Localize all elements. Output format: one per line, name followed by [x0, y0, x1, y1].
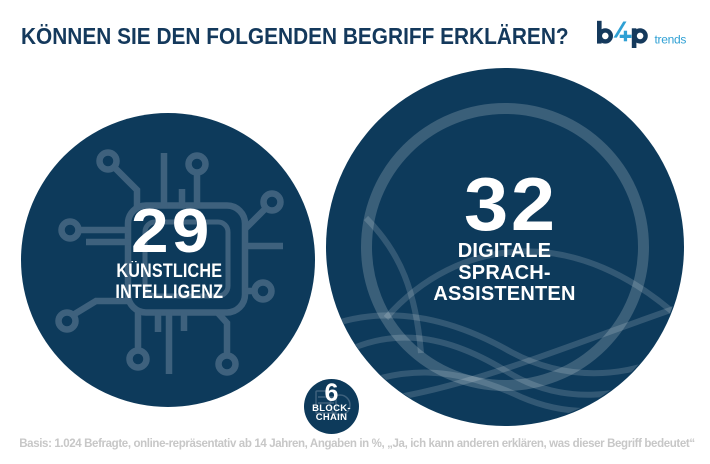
svg-text:trends: trends [655, 32, 687, 46]
